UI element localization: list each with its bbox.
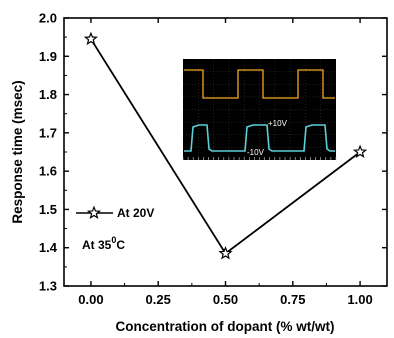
x-axis-title: Concentration of dopant (% wt/wt) [116, 319, 335, 334]
y-tick-label: 1.6 [39, 164, 57, 179]
legend: At 20V [76, 205, 154, 220]
y-tick-label: 1.7 [39, 125, 57, 140]
y-tick-label: 1.9 [39, 49, 57, 64]
inset-label-minus: -10V [247, 148, 265, 157]
y-tick-label: 1.3 [39, 279, 57, 294]
inset-grid [182, 59, 337, 160]
oscilloscope-inset: +10V -10V [182, 59, 337, 160]
legend-label: At 20V [117, 206, 154, 220]
inset-square-wave-trace [184, 69, 335, 99]
x-tick-label: 1.00 [347, 292, 372, 307]
inset-response-trace [184, 124, 335, 152]
x-tick-label: 0.50 [213, 292, 238, 307]
temperature-annotation: At 350C [82, 235, 125, 252]
x-tick-label: 0.75 [280, 292, 305, 307]
y-axis-title: Response time (msec) [10, 80, 25, 223]
y-tick-label: 2.0 [39, 11, 57, 26]
x-tick-label: 0.25 [146, 292, 171, 307]
inset-label-plus: +10V [268, 119, 288, 128]
x-tick-label: 0.00 [78, 292, 103, 307]
y-tick-label: 1.5 [39, 202, 57, 217]
y-tick-label: 1.4 [39, 240, 58, 255]
data-point-0 [83, 31, 99, 46]
data-point-1 [218, 246, 233, 260]
data-point-2 [352, 144, 368, 159]
legend-star-marker [86, 205, 102, 220]
y-tick-label: 1.8 [39, 87, 57, 102]
